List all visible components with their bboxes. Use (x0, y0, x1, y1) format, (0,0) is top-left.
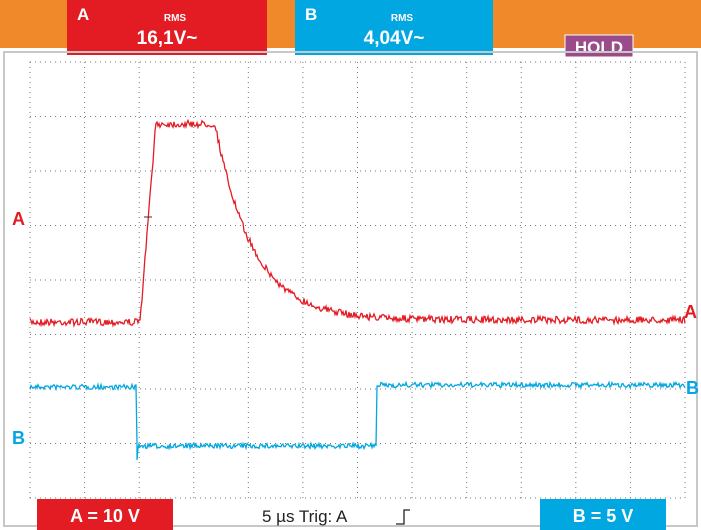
channel-a-label: A (77, 5, 89, 24)
trace-b (29, 380, 686, 461)
a-scale: A = 10 V (70, 506, 140, 526)
channel-a-mode: RMS (164, 13, 187, 24)
channel-a-reading: 16,1V~ (137, 28, 198, 49)
trace-a (29, 118, 686, 328)
channel-b-reading: 4,04V~ (364, 28, 425, 49)
trace-a-left-label: A (12, 209, 25, 229)
channel-b-mode: RMS (391, 13, 414, 24)
trace-b-left-label: B (12, 428, 25, 448)
trace-b-right-label: B (686, 378, 699, 398)
screen-border (3, 51, 698, 527)
trace-a-right-label: A (684, 302, 697, 322)
channel-b-box (295, 0, 493, 55)
hold-label: HOLD (575, 38, 623, 57)
b-scale-box (540, 499, 666, 530)
trigger-slope-icon (396, 509, 410, 525)
timebase: 5 µs Trig: A (262, 507, 348, 526)
grid (29, 61, 686, 499)
channel-a-box (67, 0, 267, 55)
a-scale-box (37, 499, 173, 530)
channel-b-label: B (305, 5, 317, 24)
b-scale: B = 5 V (573, 506, 634, 526)
